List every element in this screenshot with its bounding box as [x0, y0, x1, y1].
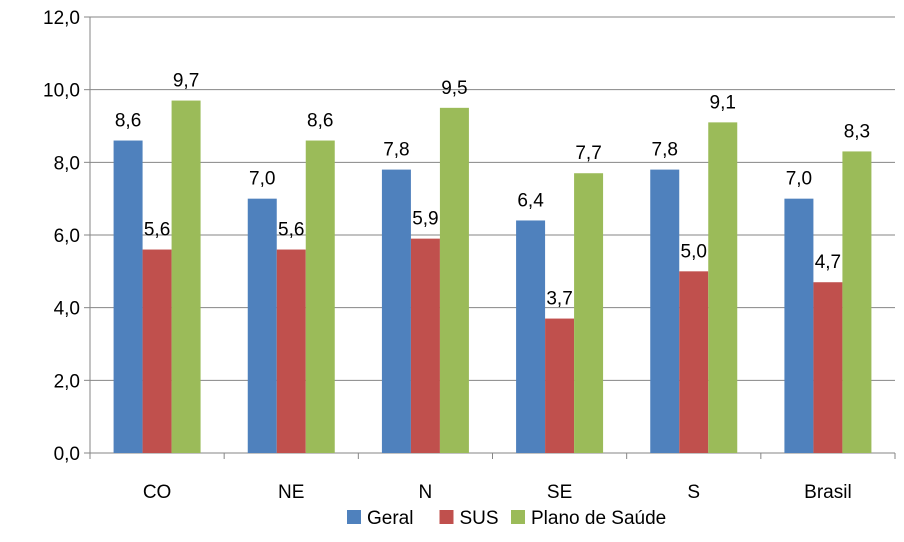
- data-labels: 8,6 5,6 9,7 7,0 5,6 8,6 7,8 5,9 9,5 6,4 3,7 7,7 7,8 5…: [115, 71, 870, 310]
- legend-swatch-sus: [439, 510, 454, 524]
- x-tick-label: NE: [278, 482, 304, 503]
- data-label: 7,8: [383, 140, 409, 161]
- data-label: 8,6: [307, 111, 333, 132]
- x-tick-label: CO: [143, 482, 172, 503]
- bar-geral: [650, 169, 680, 453]
- tick-labels: 0,0 2,0 4,0 6,0 8,0 10,0 12,0 CO NE N SE S Brasil: [43, 8, 852, 503]
- bar-geral: [784, 198, 814, 453]
- data-label: 5,0: [681, 241, 707, 262]
- gridlines: [90, 16, 895, 381]
- bar-sus: [679, 271, 709, 453]
- legend-label: Plano de Saúde: [531, 508, 666, 529]
- bar-sus: [545, 318, 575, 453]
- data-label: 3,7: [546, 289, 572, 310]
- bar-plano-de-saúde: [708, 122, 738, 453]
- legend-label: SUS: [460, 508, 499, 529]
- y-tick-label: 2,0: [54, 371, 80, 392]
- x-tick-label: S: [687, 482, 700, 503]
- data-label: 5,6: [144, 220, 170, 241]
- bar-plano-de-saúde: [574, 173, 604, 453]
- bars: [113, 100, 872, 454]
- bar-sus: [276, 249, 306, 453]
- bar-plano-de-saúde: [842, 151, 872, 453]
- data-label: 7,0: [786, 169, 812, 190]
- axes: [84, 16, 896, 459]
- bar-geral: [381, 169, 411, 453]
- y-tick-label: 0,0: [54, 444, 80, 465]
- data-label: 8,3: [844, 121, 870, 142]
- legend: Geral SUS Plano de Saúde: [347, 508, 666, 529]
- x-tick-label: SE: [547, 482, 572, 503]
- y-tick-label: 6,0: [54, 226, 80, 247]
- data-label: 4,7: [815, 252, 841, 273]
- bar-plano-de-saúde: [305, 140, 335, 454]
- legend-label: Geral: [367, 508, 413, 529]
- x-tick-label: Brasil: [804, 482, 852, 503]
- data-label: 7,0: [249, 169, 275, 190]
- data-label: 9,7: [173, 71, 199, 92]
- data-label: 9,5: [441, 78, 467, 99]
- data-label: 7,7: [575, 143, 601, 164]
- bar-plano-de-saúde: [171, 100, 201, 454]
- data-label: 9,1: [710, 92, 736, 113]
- bar-plano-de-saúde: [439, 107, 469, 453]
- y-tick-label: 8,0: [54, 153, 80, 174]
- data-label: 6,4: [517, 190, 544, 211]
- bar-geral: [113, 140, 143, 454]
- bar-sus: [142, 249, 172, 453]
- y-tick-label: 10,0: [43, 81, 80, 102]
- x-tick-label: N: [419, 482, 433, 503]
- data-label: 8,6: [115, 111, 141, 132]
- bar-geral: [516, 220, 546, 453]
- data-label: 5,9: [412, 209, 438, 230]
- legend-swatch-plano-de-saúde: [511, 510, 525, 524]
- y-tick-label: 4,0: [54, 299, 80, 320]
- y-tick-label: 12,0: [43, 8, 80, 29]
- legend-swatch-geral: [347, 510, 361, 524]
- data-label: 7,8: [652, 140, 678, 161]
- bar-sus: [410, 238, 440, 453]
- data-label: 5,6: [278, 220, 304, 241]
- bar-sus: [813, 282, 843, 453]
- bar-geral: [247, 198, 277, 453]
